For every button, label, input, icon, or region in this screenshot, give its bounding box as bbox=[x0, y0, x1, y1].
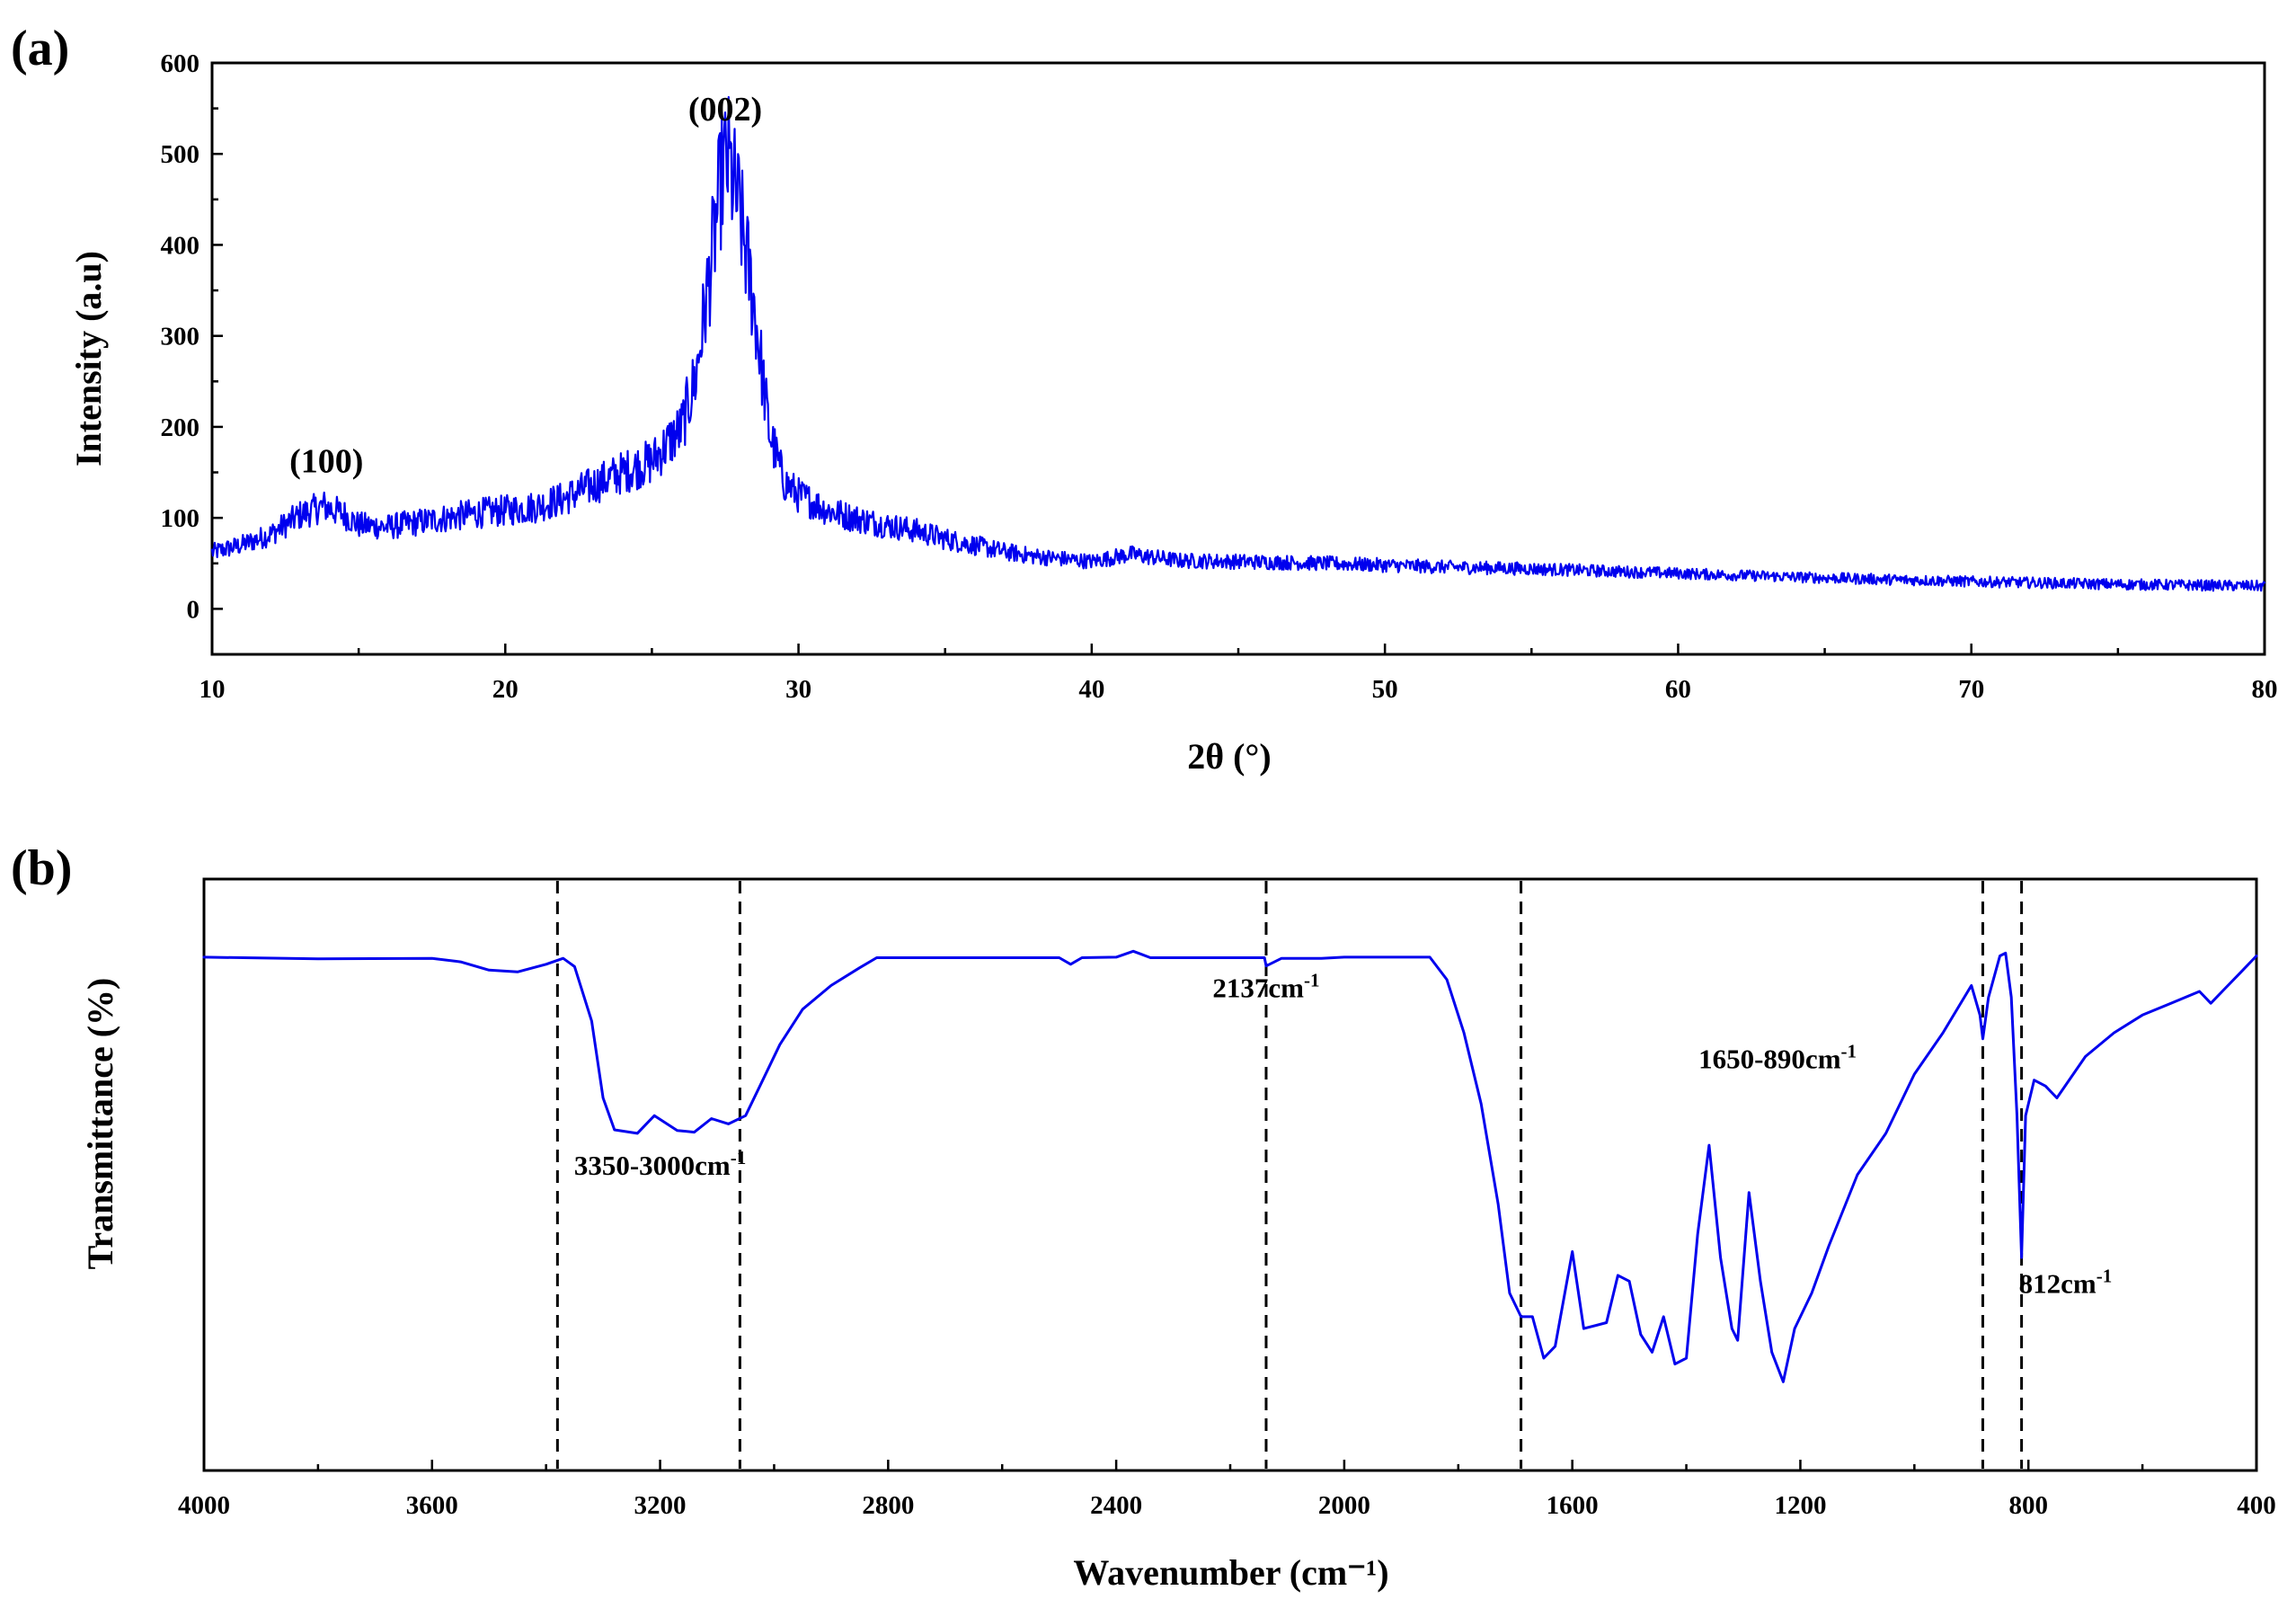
xrd-x-tick-label: 20 bbox=[492, 675, 519, 704]
ftir-annotation-sup: -1 bbox=[731, 1147, 747, 1168]
peak-label-002: (002) bbox=[688, 91, 762, 129]
ftir-x-tick-label: 2400 bbox=[1090, 1491, 1142, 1520]
ftir-marker-lines bbox=[555, 881, 2024, 1469]
xrd-x-tick-label: 50 bbox=[1372, 675, 1398, 704]
panel-label-a: (a) bbox=[11, 21, 69, 76]
ftir-annotation: 1650-890cm-1 bbox=[1698, 1041, 1857, 1075]
xrd-y-tick-label: 100 bbox=[161, 504, 200, 533]
ftir-annotation-sup: -1 bbox=[2097, 1266, 2113, 1287]
xrd-y-axis-title: Intensity (a.u) bbox=[68, 251, 109, 466]
ftir-annotation-sup: -1 bbox=[1841, 1041, 1857, 1062]
ftir-x-tick-label: 2800 bbox=[862, 1491, 914, 1520]
xrd-x-tick-label: 70 bbox=[1958, 675, 1984, 704]
xrd-x-axis-title: 2θ (°) bbox=[1187, 736, 1272, 777]
ftir-plot-frame bbox=[202, 877, 2258, 1472]
panel-label-b: (b) bbox=[11, 840, 72, 896]
ftir-annotation-text: 1650-890cm bbox=[1698, 1044, 1841, 1075]
xrd-y-tick-label: 0 bbox=[187, 595, 200, 624]
ftir-annotation: 3350-3000cm-1 bbox=[574, 1147, 746, 1181]
xrd-x-tick-label: 30 bbox=[785, 675, 811, 704]
xrd-y-tick-label: 300 bbox=[161, 323, 200, 351]
xrd-y-tick-label: 200 bbox=[161, 413, 200, 442]
ftir-y-axis-title: Transmittance (%) bbox=[80, 978, 120, 1270]
ftir-annotation-text: 812cm bbox=[2019, 1268, 2097, 1300]
ftir-series-line bbox=[202, 949, 2258, 1383]
xrd-panel: (a) 10 20 30 40 50 60 70 800100200300400500600 … bbox=[11, 21, 2278, 777]
xrd-ticks: 10 20 30 40 50 60 70 80 0 100 200 300 400 500 600 bbox=[161, 49, 2278, 704]
xrd-x-tick-label: 80 bbox=[2252, 675, 2278, 704]
ftir-x-tick-label: 3600 bbox=[406, 1491, 458, 1520]
ftir-x-tick-label: 2000 bbox=[1318, 1491, 1370, 1520]
xrd-series-line bbox=[210, 95, 2266, 592]
ftir-x-tick-label: 3200 bbox=[634, 1491, 687, 1520]
ftir-annotation-text: 3350-3000cm bbox=[574, 1150, 731, 1181]
xrd-x-tick-label: 10 bbox=[199, 675, 226, 704]
xrd-x-tick-label: 60 bbox=[1665, 675, 1691, 704]
ftir-panel: (b) 4000 3600 3200 2800 2400 2000 1600 1200 800 4… bbox=[11, 840, 2276, 1593]
ftir-x-axis-title: Wavenumber (cm⁻¹) bbox=[1073, 1552, 1388, 1593]
ftir-annotation: 2137cm-1 bbox=[1212, 970, 1319, 1004]
ftir-x-tick-label: 1600 bbox=[1547, 1491, 1599, 1520]
ftir-x-tick-label: 800 bbox=[2008, 1491, 2048, 1520]
xrd-y-tick-label: 600 bbox=[161, 49, 200, 78]
peak-label-100: (100) bbox=[289, 443, 363, 481]
ftir-annotation: 812cm-1 bbox=[2019, 1266, 2113, 1300]
ftir-x-tick-label: 4000 bbox=[178, 1491, 230, 1520]
ftir-x-tick-label: 1200 bbox=[1774, 1491, 1826, 1520]
xrd-x-tick-label: 40 bbox=[1078, 675, 1104, 704]
xrd-y-tick-label: 500 bbox=[161, 140, 200, 169]
ftir-annotation-text: 2137cm bbox=[1212, 973, 1304, 1004]
xrd-y-tick-label: 400 bbox=[161, 231, 200, 260]
ftir-ticks: 4000 3600 3200 2800 2400 2000 1600 1200 800 400 bbox=[178, 1460, 2276, 1520]
ftir-annotation-sup: -1 bbox=[1304, 970, 1320, 991]
ftir-x-tick-label: 400 bbox=[2237, 1491, 2276, 1520]
